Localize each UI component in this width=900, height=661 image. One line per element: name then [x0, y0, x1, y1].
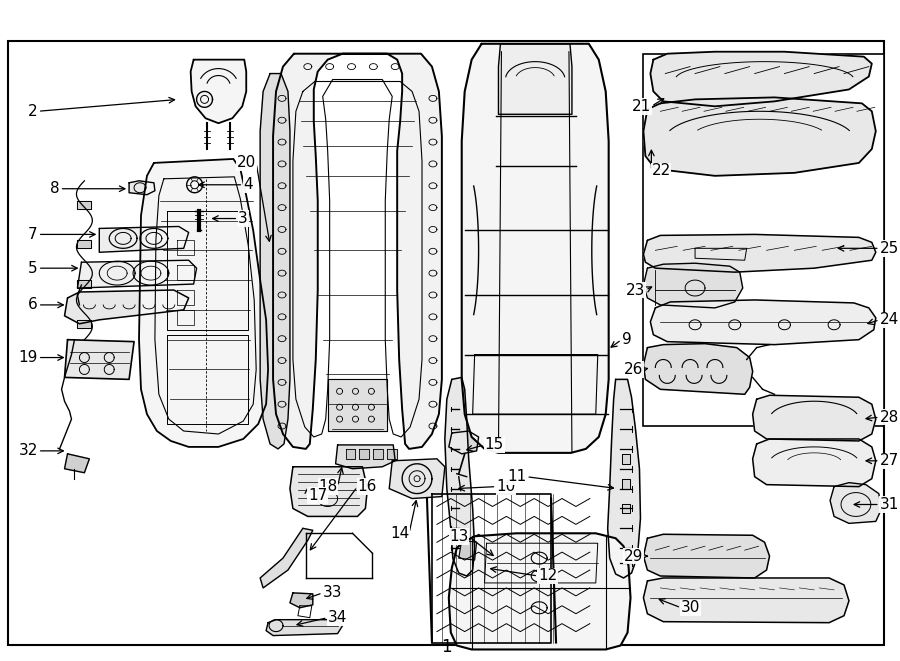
Polygon shape [266, 619, 343, 636]
Polygon shape [752, 439, 876, 486]
Text: 5: 5 [28, 260, 38, 276]
Text: 34: 34 [328, 610, 347, 625]
Polygon shape [644, 534, 770, 578]
Text: 23: 23 [626, 282, 645, 297]
Polygon shape [346, 449, 356, 459]
Bar [644, 54, 884, 426]
Polygon shape [99, 227, 189, 253]
Polygon shape [644, 344, 752, 394]
Text: 11: 11 [507, 469, 526, 485]
Polygon shape [387, 449, 397, 459]
Text: 29: 29 [624, 549, 644, 564]
Polygon shape [260, 528, 313, 588]
Text: 9: 9 [622, 332, 631, 347]
Polygon shape [608, 379, 641, 578]
Polygon shape [139, 159, 268, 447]
Text: 33: 33 [323, 586, 342, 600]
Text: 25: 25 [880, 241, 899, 256]
Text: 12: 12 [538, 568, 557, 584]
Polygon shape [77, 201, 92, 209]
Polygon shape [644, 235, 876, 272]
Polygon shape [651, 52, 872, 106]
Text: 31: 31 [880, 497, 899, 512]
Text: 2: 2 [28, 104, 38, 119]
Polygon shape [290, 593, 313, 607]
Text: 30: 30 [681, 600, 700, 615]
Polygon shape [290, 467, 367, 516]
Polygon shape [622, 479, 629, 488]
Text: 28: 28 [880, 410, 899, 424]
Polygon shape [65, 290, 189, 324]
Text: 17: 17 [308, 488, 327, 503]
Polygon shape [499, 44, 572, 114]
Text: 32: 32 [18, 444, 38, 458]
Polygon shape [651, 300, 876, 344]
Polygon shape [77, 320, 92, 328]
Polygon shape [644, 97, 876, 176]
Polygon shape [752, 395, 876, 441]
Text: 15: 15 [484, 438, 504, 452]
Polygon shape [644, 578, 849, 623]
Text: 8: 8 [50, 181, 59, 196]
Text: 7: 7 [28, 227, 38, 242]
Polygon shape [359, 449, 369, 459]
Polygon shape [273, 54, 442, 449]
Text: 22: 22 [652, 163, 670, 178]
Polygon shape [462, 44, 608, 453]
Polygon shape [77, 260, 196, 288]
Polygon shape [644, 263, 742, 308]
Polygon shape [328, 379, 387, 431]
Polygon shape [65, 340, 134, 379]
Text: 21: 21 [632, 99, 652, 114]
Polygon shape [77, 280, 92, 288]
Polygon shape [260, 73, 290, 449]
Polygon shape [65, 454, 89, 473]
Text: 20: 20 [237, 155, 256, 171]
Text: 13: 13 [449, 529, 469, 544]
Text: 3: 3 [238, 211, 248, 226]
Polygon shape [191, 59, 247, 123]
Polygon shape [129, 181, 155, 195]
Text: 26: 26 [624, 362, 644, 377]
Text: 1: 1 [442, 639, 452, 656]
Polygon shape [449, 431, 479, 454]
Polygon shape [830, 483, 882, 524]
Polygon shape [622, 504, 629, 514]
Text: 27: 27 [880, 453, 899, 468]
Text: 10: 10 [497, 479, 516, 494]
Polygon shape [336, 445, 395, 469]
Text: 24: 24 [880, 312, 899, 327]
Polygon shape [459, 540, 477, 560]
Text: 4: 4 [243, 177, 253, 192]
Polygon shape [77, 241, 92, 249]
Polygon shape [622, 454, 629, 464]
Text: 18: 18 [319, 479, 338, 494]
Polygon shape [389, 459, 445, 498]
Polygon shape [449, 533, 631, 650]
Text: 16: 16 [357, 479, 377, 494]
Text: 6: 6 [28, 297, 38, 313]
Text: 19: 19 [18, 350, 38, 365]
Polygon shape [445, 377, 474, 576]
Polygon shape [374, 449, 383, 459]
Text: 14: 14 [390, 525, 410, 541]
